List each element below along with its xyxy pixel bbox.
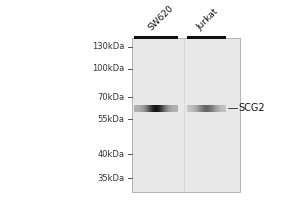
Bar (187, 36, 226, 39)
Text: 35kDa: 35kDa (98, 174, 124, 183)
Text: 70kDa: 70kDa (98, 93, 124, 102)
Text: 55kDa: 55kDa (98, 115, 124, 124)
Text: SW620: SW620 (147, 3, 175, 32)
Text: 40kDa: 40kDa (98, 150, 124, 159)
Bar (134, 36, 178, 39)
Text: 100kDa: 100kDa (92, 64, 124, 73)
Text: 130kDa: 130kDa (92, 42, 124, 51)
Text: Jurkat: Jurkat (195, 7, 220, 32)
Bar (132, 38, 240, 192)
Text: SCG2: SCG2 (238, 103, 265, 113)
